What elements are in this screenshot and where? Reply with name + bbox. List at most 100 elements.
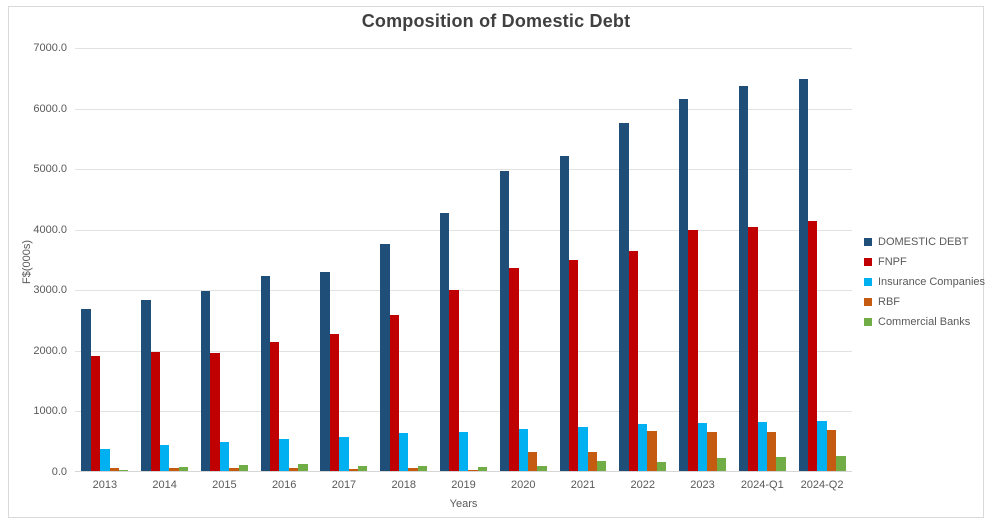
y-tick-label: 5000.0 bbox=[33, 163, 67, 176]
legend-label: FNPF bbox=[878, 256, 907, 268]
bar-fnpf-2022 bbox=[628, 250, 639, 472]
x-tick-label-2013: 2013 bbox=[92, 479, 118, 491]
bar-insurance-companies-2016 bbox=[279, 439, 289, 472]
bar-fnpf-2016 bbox=[270, 341, 280, 472]
bar-rbf-2020 bbox=[527, 451, 538, 472]
y-tick-label: 0.0 bbox=[51, 466, 67, 478]
bar-commercial-banks-2014 bbox=[178, 466, 189, 472]
bar-group-2016 bbox=[254, 48, 314, 472]
bar-domestic-debt-2013 bbox=[81, 308, 91, 472]
bar-domestic-debt-2016 bbox=[260, 276, 271, 472]
bar-groups-container bbox=[75, 48, 852, 472]
bar-insurance-companies-2018 bbox=[399, 433, 409, 472]
bar-rbf-2018 bbox=[408, 468, 418, 472]
bar-insurance-companies-2013 bbox=[100, 449, 110, 472]
bar-group-2015 bbox=[195, 48, 255, 472]
bar-domestic-debt-2022 bbox=[619, 122, 629, 472]
bar-commercial-banks-2017 bbox=[358, 465, 368, 472]
bar-domestic-debt-2024-Q2 bbox=[798, 78, 808, 472]
bar-insurance-companies-2017 bbox=[339, 436, 349, 472]
legend-swatch-icon bbox=[864, 318, 872, 326]
gridline bbox=[75, 108, 852, 110]
bar-domestic-debt-2023 bbox=[679, 98, 689, 472]
bar-insurance-companies-2021 bbox=[578, 426, 588, 472]
x-tick-label-2016: 2016 bbox=[271, 479, 297, 491]
x-axis-line bbox=[75, 471, 852, 472]
bar-fnpf-2024-Q1 bbox=[748, 227, 758, 472]
bar-domestic-debt-2018 bbox=[380, 243, 390, 472]
bar-commercial-banks-2015 bbox=[238, 465, 248, 472]
x-tick-label-2014: 2014 bbox=[152, 479, 177, 491]
y-tick-label: 3000.0 bbox=[33, 284, 67, 297]
bar-insurance-companies-2024-Q2 bbox=[817, 420, 827, 472]
bar-commercial-banks-2023 bbox=[716, 457, 727, 472]
bar-fnpf-2019 bbox=[449, 289, 459, 472]
bar-domestic-debt-2015 bbox=[200, 290, 211, 472]
bar-domestic-debt-2014 bbox=[141, 300, 151, 472]
bar-fnpf-2013 bbox=[90, 356, 101, 472]
x-axis-title: Years bbox=[449, 498, 478, 510]
x-tick-label-2019: 2019 bbox=[451, 479, 476, 491]
legend-label: Commercial Banks bbox=[878, 316, 971, 328]
x-tick-label-2020: 2020 bbox=[511, 479, 536, 491]
gridline bbox=[75, 48, 852, 49]
legend-item-fnpf: FNPF bbox=[864, 252, 985, 272]
x-tick-label-2017: 2017 bbox=[331, 479, 357, 491]
bar-group-2024-Q1 bbox=[732, 48, 792, 472]
x-tick-label-2015: 2015 bbox=[212, 479, 237, 491]
bar-group-2013 bbox=[75, 48, 135, 472]
legend-item-commercial-banks: Commercial Banks bbox=[864, 312, 985, 332]
bar-insurance-companies-2024-Q1 bbox=[757, 421, 767, 472]
y-tick-label: 4000.0 bbox=[33, 223, 67, 236]
y-axis-title: F$(000s) bbox=[21, 239, 33, 285]
bar-rbf-2015 bbox=[229, 468, 239, 472]
legend-item-rbf: RBF bbox=[864, 292, 985, 312]
bar-group-2021 bbox=[553, 48, 613, 472]
y-tick-label: 7000.0 bbox=[33, 42, 67, 54]
legend-swatch-icon bbox=[864, 258, 872, 266]
bar-commercial-banks-2021 bbox=[597, 460, 607, 472]
plot-area bbox=[75, 48, 852, 472]
bar-insurance-companies-2022 bbox=[638, 424, 648, 472]
gridline bbox=[75, 229, 852, 231]
legend-item-insurance-companies: Insurance Companies bbox=[864, 272, 985, 292]
x-tick-label-2022: 2022 bbox=[630, 479, 656, 491]
bar-rbf-2021 bbox=[587, 452, 598, 472]
x-tick-label-2021: 2021 bbox=[570, 479, 596, 491]
bar-group-2023 bbox=[673, 48, 733, 472]
bar-rbf-2016 bbox=[288, 468, 299, 472]
bar-commercial-banks-2022 bbox=[656, 461, 667, 472]
bar-commercial-banks-2018 bbox=[417, 465, 428, 472]
gridline bbox=[75, 169, 852, 171]
bar-rbf-2022 bbox=[647, 430, 657, 472]
gridline bbox=[75, 411, 852, 413]
legend-swatch-icon bbox=[864, 238, 872, 246]
y-tick-label: 2000.0 bbox=[33, 344, 67, 357]
bar-commercial-banks-2020 bbox=[537, 466, 547, 472]
bar-domestic-debt-2021 bbox=[559, 155, 569, 472]
bar-rbf-2013 bbox=[109, 467, 119, 472]
bar-fnpf-2018 bbox=[389, 314, 400, 472]
bar-group-2020 bbox=[493, 48, 553, 472]
bar-domestic-debt-2024-Q1 bbox=[738, 86, 749, 472]
bar-fnpf-2014 bbox=[150, 352, 160, 472]
bar-commercial-banks-2016 bbox=[298, 464, 308, 472]
bar-domestic-debt-2019 bbox=[440, 212, 450, 472]
bar-rbf-2017 bbox=[348, 468, 359, 472]
legend-swatch-icon bbox=[864, 278, 872, 286]
x-axis-tick-labels: 2013 2014 2015 2016 2017 2018 2019 2020 2021 2022… bbox=[75, 479, 852, 491]
bar-group-2018 bbox=[374, 48, 434, 472]
bar-fnpf-2015 bbox=[210, 353, 220, 472]
x-tick-label-2024-Q1: 2024-Q1 bbox=[740, 479, 784, 491]
bar-rbf-2014 bbox=[169, 467, 179, 472]
bar-group-2014 bbox=[135, 48, 195, 472]
bar-fnpf-2021 bbox=[568, 259, 579, 472]
chart-title: Composition of Domestic Debt bbox=[361, 11, 631, 31]
bar-commercial-banks-2024-Q2 bbox=[836, 455, 846, 472]
bar-group-2022 bbox=[613, 48, 673, 472]
legend-label: DOMESTIC DEBT bbox=[878, 236, 969, 248]
bar-fnpf-2017 bbox=[329, 333, 340, 472]
bar-domestic-debt-2017 bbox=[320, 272, 330, 472]
legend-label: RBF bbox=[878, 296, 900, 308]
